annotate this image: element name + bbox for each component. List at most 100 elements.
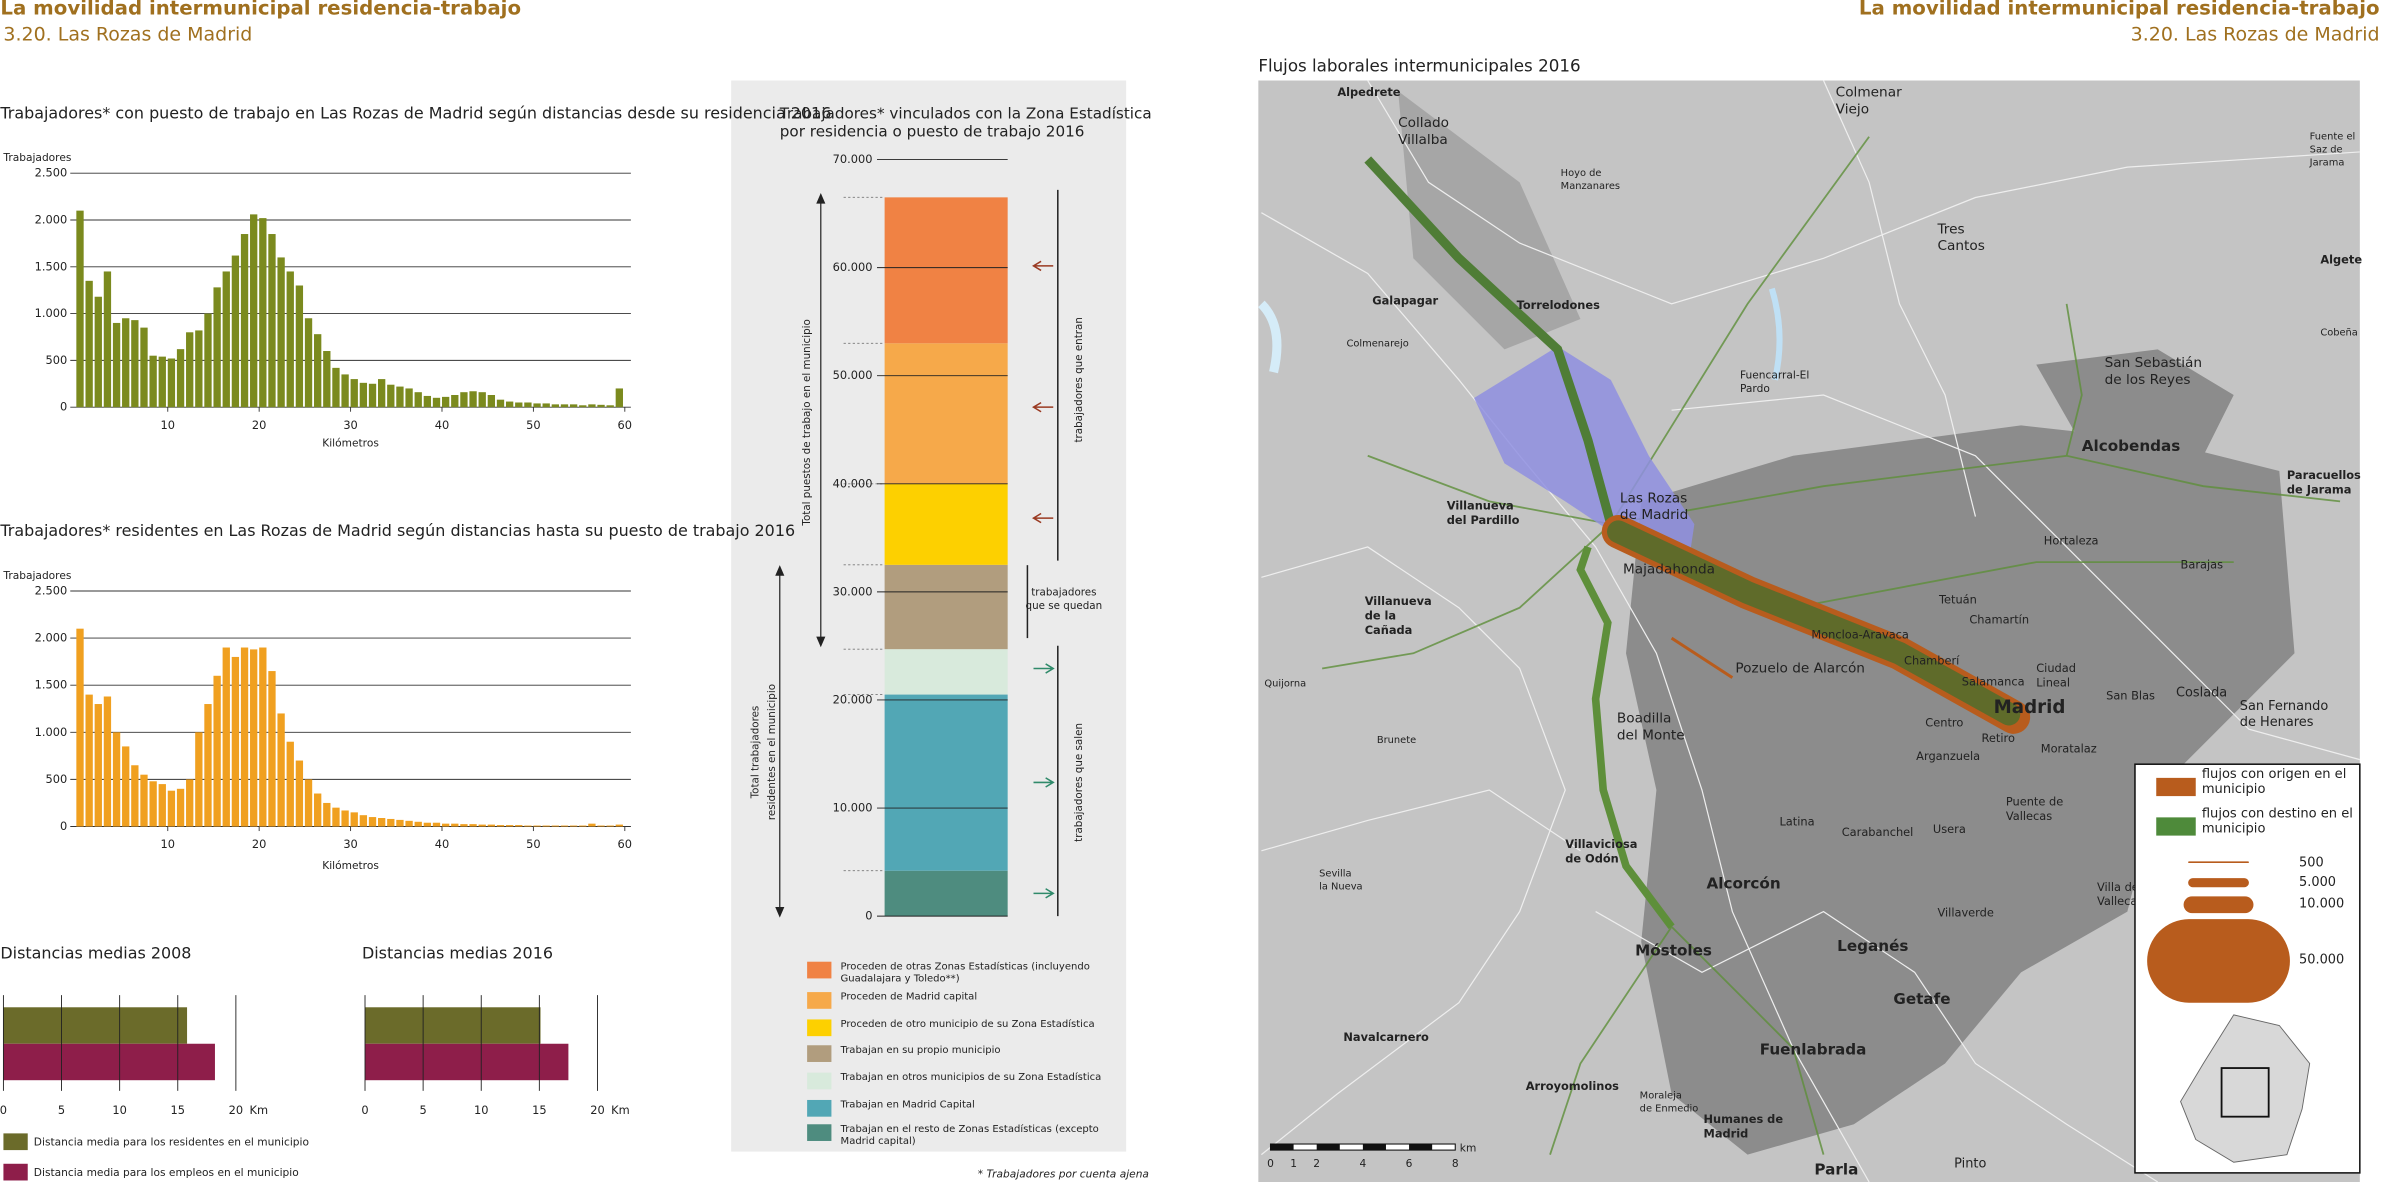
legend-label: Proceden de otro municipio de su Zona Es… bbox=[840, 1017, 1095, 1031]
bar bbox=[250, 649, 258, 827]
place-label: Arganzuela bbox=[1916, 749, 1980, 763]
legend-label: Distancia media para los empleos en el m… bbox=[34, 1166, 299, 1179]
bar bbox=[268, 234, 276, 408]
scale-label: 2 bbox=[1313, 1157, 1320, 1170]
chart-title: Trabajadores* con puesto de trabajo en L… bbox=[0, 103, 831, 122]
footnote: * Trabajadores por cuenta ajena bbox=[978, 1167, 1149, 1180]
place-label: Cantos bbox=[1937, 238, 1984, 254]
place-label: Arroyomolinos bbox=[1526, 1079, 1619, 1093]
place-label: Quijorna bbox=[1264, 679, 1306, 690]
stack-segment bbox=[884, 564, 1008, 650]
bar bbox=[176, 788, 185, 827]
bar bbox=[359, 815, 368, 827]
bar bbox=[158, 784, 166, 827]
bar bbox=[441, 823, 450, 827]
place-label: Salamanca bbox=[1962, 675, 2025, 689]
reservoir bbox=[1768, 287, 1783, 381]
bar bbox=[423, 395, 432, 408]
bar bbox=[250, 214, 258, 408]
out-arrow bbox=[1033, 663, 1055, 674]
bar bbox=[286, 741, 294, 827]
y-tick-label: 1.000 bbox=[35, 306, 68, 320]
bar bbox=[85, 280, 93, 408]
bar bbox=[304, 779, 313, 827]
chart-title: por residencia o puesto de trabajo 2016 bbox=[780, 123, 1085, 141]
bar bbox=[131, 320, 139, 408]
place-label: Fuenlabrada bbox=[1760, 1040, 1867, 1058]
place-label: Villaviciosa bbox=[1565, 837, 1637, 851]
panel-title: Distancias medias 2008 bbox=[0, 944, 191, 963]
bar bbox=[533, 825, 541, 827]
y-tick-label: 0 bbox=[60, 400, 67, 414]
bar bbox=[195, 732, 203, 827]
place-label: Villanueva bbox=[1365, 594, 1432, 608]
scale-label: 4 bbox=[1359, 1157, 1366, 1170]
page-subtitle: 3.20. Las Rozas de Madrid bbox=[3, 23, 252, 45]
place-label: Latina bbox=[1779, 814, 1814, 828]
bar bbox=[85, 694, 93, 827]
bar bbox=[122, 318, 130, 408]
bar bbox=[487, 824, 496, 827]
bar bbox=[432, 397, 441, 408]
legend-label: Trabajan en otros municipios de su Zona … bbox=[840, 1071, 1102, 1084]
place-label: Ciudad bbox=[2036, 661, 2076, 675]
place-label: Parla bbox=[1814, 1160, 1858, 1178]
bar bbox=[478, 824, 486, 827]
x-tick-label: 15 bbox=[171, 1103, 185, 1117]
place-label: Madrid bbox=[1994, 697, 2066, 718]
place-label: Torrelodones bbox=[1517, 298, 1600, 312]
bar bbox=[396, 386, 404, 408]
bar bbox=[204, 704, 212, 827]
x-tick-label: 20 bbox=[590, 1103, 604, 1117]
bar bbox=[460, 392, 468, 408]
place-label: Alcorcón bbox=[1707, 875, 1781, 893]
bar bbox=[140, 327, 148, 408]
bar bbox=[469, 824, 477, 827]
bar bbox=[222, 271, 230, 408]
bar bbox=[365, 1043, 569, 1081]
x-tick-label: 20 bbox=[252, 837, 266, 851]
x-tick-label: 5 bbox=[58, 1103, 65, 1117]
place-label: Saz de bbox=[2310, 145, 2343, 156]
scale-unit: km bbox=[1460, 1142, 1477, 1155]
bar bbox=[222, 647, 230, 827]
x-tick-label: 10 bbox=[474, 1103, 488, 1117]
place-label: de Henares bbox=[2240, 715, 2314, 730]
y-tick-label: 70.000 bbox=[833, 152, 873, 166]
place-label: Sevilla bbox=[1319, 869, 1351, 880]
y-tick-label: 500 bbox=[46, 772, 68, 786]
size-label: 500 bbox=[2299, 855, 2324, 870]
x-axis-label: Km bbox=[611, 1103, 630, 1117]
x-tick-label: 10 bbox=[112, 1103, 126, 1117]
minor-flows bbox=[1322, 136, 2341, 1155]
bar bbox=[405, 820, 413, 827]
legend-label: flujos con origen en el municipio bbox=[2201, 767, 2347, 798]
scale-segment bbox=[1362, 1144, 1386, 1151]
place-label: de Madrid bbox=[1620, 507, 1688, 523]
legend-swatch bbox=[2156, 817, 2196, 836]
bar bbox=[94, 704, 102, 827]
y-tick-label: 2.000 bbox=[35, 212, 68, 226]
urban-area bbox=[1398, 91, 1581, 350]
place-label: Chamartín bbox=[1969, 612, 2029, 626]
place-label: Madrid bbox=[1703, 1127, 1748, 1141]
legend-label: Proceden de Madrid capital bbox=[840, 990, 978, 1003]
bar bbox=[515, 402, 523, 408]
legend-swatch bbox=[807, 1045, 832, 1062]
bar bbox=[323, 802, 331, 827]
legend-label: Trabajan en Madrid Capital bbox=[840, 1098, 975, 1111]
place-label: San Sebastián bbox=[2105, 355, 2202, 371]
place-label: Villanueva bbox=[1447, 498, 1514, 512]
bar bbox=[597, 404, 605, 408]
y-tick-label: 2.500 bbox=[35, 166, 68, 180]
place-label: Vallecas bbox=[2097, 894, 2143, 908]
legend-swatch bbox=[807, 992, 832, 1009]
y-tick-label: 40.000 bbox=[833, 476, 873, 490]
reservoir bbox=[1257, 300, 1282, 374]
scale-segment bbox=[1409, 1144, 1433, 1151]
bar bbox=[365, 1007, 541, 1044]
annotation: trabajadores que salen bbox=[1073, 723, 1085, 842]
inset-frame bbox=[2220, 1067, 2270, 1118]
scale-label: 1 bbox=[1290, 1157, 1297, 1170]
